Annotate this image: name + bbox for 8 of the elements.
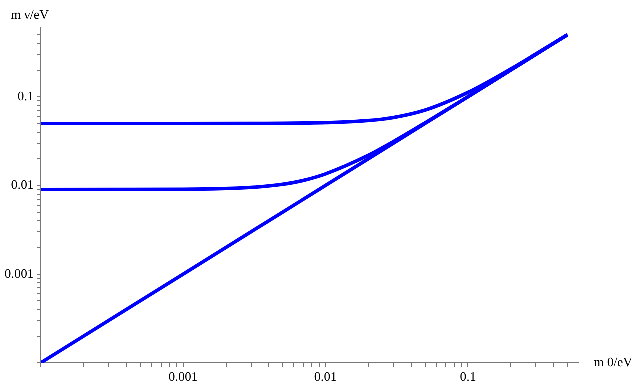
y-tick-label: 0.1 bbox=[18, 88, 34, 104]
y-tick-label: 0.01 bbox=[11, 177, 34, 192]
x-tick-label: 0.1 bbox=[460, 369, 476, 384]
y-axis-title: m ν/eV bbox=[11, 6, 50, 22]
x-tick-label: 0.01 bbox=[314, 369, 338, 384]
y-tick-label: 0.001 bbox=[4, 266, 34, 281]
x-tick-label: 0.001 bbox=[168, 369, 198, 384]
x-axis-title: m 0/eV bbox=[594, 354, 634, 370]
